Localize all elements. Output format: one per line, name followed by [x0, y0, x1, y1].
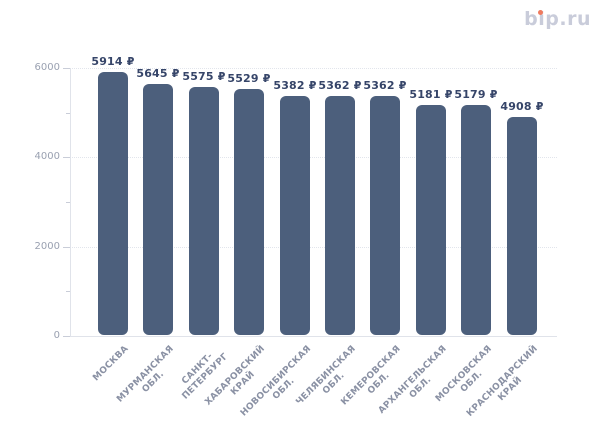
y-axis-tick	[63, 68, 70, 69]
bar[interactable]	[98, 72, 128, 335]
bar-value-label: 5529 ₽	[227, 72, 271, 85]
y-axis-minor-tick	[66, 291, 70, 292]
y-axis-label: 6000	[34, 62, 60, 73]
y-axis-tick	[63, 157, 70, 158]
bar-value-label: 4908 ₽	[500, 100, 544, 113]
bar-value-label: 5575 ₽	[182, 70, 226, 83]
y-axis-minor-tick	[66, 113, 70, 114]
bar-value-label: 5645 ₽	[136, 67, 180, 80]
y-axis-tick	[63, 247, 70, 248]
bar-value-label: 5382 ₽	[273, 79, 317, 92]
gridline	[70, 68, 557, 69]
gridline	[70, 247, 557, 248]
logo-i-dot-icon	[537, 10, 543, 15]
bar[interactable]	[325, 96, 355, 335]
bar[interactable]	[189, 87, 219, 335]
bar[interactable]	[280, 96, 310, 335]
x-axis-line	[70, 336, 557, 337]
bar[interactable]	[234, 89, 264, 335]
bar-value-label: 5179 ₽	[454, 88, 498, 101]
bar[interactable]	[370, 96, 400, 335]
y-axis-label: 2000	[34, 241, 60, 252]
y-axis-line	[70, 68, 71, 336]
bar[interactable]	[461, 105, 491, 335]
bar-value-label: 5914 ₽	[91, 55, 135, 68]
y-axis-label: 4000	[34, 151, 60, 162]
bar[interactable]	[507, 117, 537, 335]
gridline	[70, 157, 557, 158]
logo[interactable]: bip.ru	[524, 8, 591, 30]
y-axis-minor-tick	[66, 202, 70, 203]
bar[interactable]	[143, 84, 173, 335]
bar-value-label: 5181 ₽	[409, 88, 453, 101]
y-axis-tick	[63, 336, 70, 337]
bar-value-label: 5362 ₽	[318, 79, 362, 92]
bar[interactable]	[416, 105, 446, 335]
bar-value-label: 5362 ₽	[363, 79, 407, 92]
category-label: МОСКВА	[91, 344, 132, 384]
y-axis-label: 0	[53, 330, 60, 341]
